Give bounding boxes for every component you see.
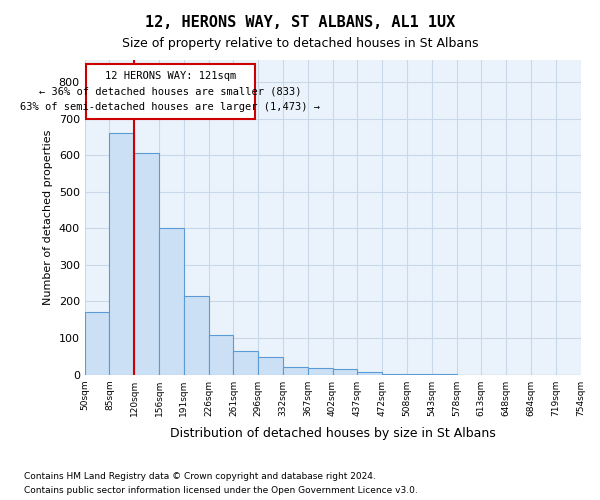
Bar xyxy=(159,228,184,374)
Bar xyxy=(134,154,159,374)
Bar xyxy=(184,296,209,374)
Bar xyxy=(258,357,283,374)
Bar xyxy=(283,368,308,374)
Text: Size of property relative to detached houses in St Albans: Size of property relative to detached ho… xyxy=(122,38,478,51)
Y-axis label: Number of detached properties: Number of detached properties xyxy=(43,130,53,305)
Bar xyxy=(308,368,332,374)
Bar xyxy=(358,372,382,374)
Bar xyxy=(209,335,233,374)
Bar xyxy=(332,369,358,374)
Bar xyxy=(85,312,109,374)
Text: 12, HERONS WAY, ST ALBANS, AL1 1UX: 12, HERONS WAY, ST ALBANS, AL1 1UX xyxy=(145,15,455,30)
Text: Contains HM Land Registry data © Crown copyright and database right 2024.: Contains HM Land Registry data © Crown c… xyxy=(24,472,376,481)
Bar xyxy=(233,351,258,374)
Text: Contains public sector information licensed under the Open Government Licence v3: Contains public sector information licen… xyxy=(24,486,418,495)
Bar xyxy=(109,133,134,374)
FancyBboxPatch shape xyxy=(86,64,254,120)
Text: 12 HERONS WAY: 121sqm
← 36% of detached houses are smaller (833)
63% of semi-det: 12 HERONS WAY: 121sqm ← 36% of detached … xyxy=(20,71,320,112)
X-axis label: Distribution of detached houses by size in St Albans: Distribution of detached houses by size … xyxy=(170,427,496,440)
